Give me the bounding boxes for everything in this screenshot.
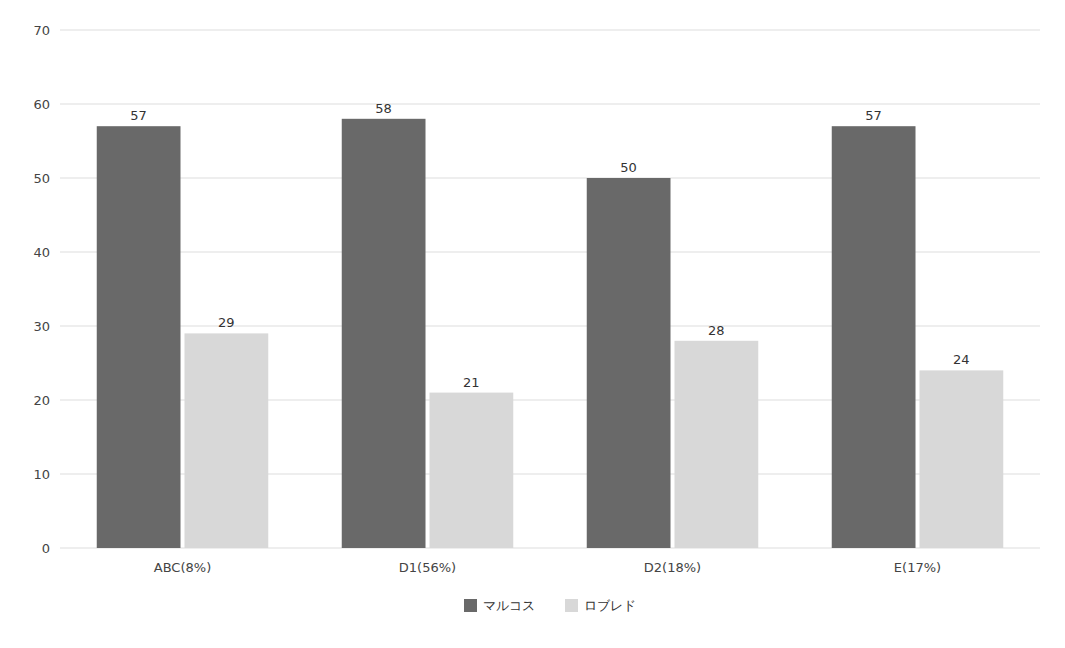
legend-item: マルコス <box>464 598 535 613</box>
bar <box>675 341 759 548</box>
x-axis: ABC(8%) D1(56%) D2(18%) E(17%) <box>154 560 941 575</box>
bars <box>97 119 1004 548</box>
y-tick-label: 10 <box>33 467 50 482</box>
y-tick-label: 40 <box>33 245 50 260</box>
legend-label: マルコス <box>483 598 535 613</box>
bar <box>430 393 514 548</box>
x-tick-label: D2(18%) <box>644 560 701 575</box>
x-tick-label: ABC(8%) <box>154 560 211 575</box>
x-tick-label: E(17%) <box>894 560 941 575</box>
data-label: 28 <box>708 323 725 338</box>
y-tick-label: 0 <box>42 541 50 556</box>
y-tick-label: 70 <box>33 23 50 38</box>
data-label: 24 <box>953 352 970 367</box>
data-label: 57 <box>130 108 147 123</box>
grid-line <box>60 104 1040 105</box>
data-label: 50 <box>620 160 637 175</box>
bar <box>587 178 671 548</box>
y-tick-label: 20 <box>33 393 50 408</box>
bar <box>97 126 181 548</box>
y-axis: 0 10 20 30 40 50 60 70 <box>33 23 1040 556</box>
data-labels: 57 58 50 57 29 21 28 24 <box>130 101 969 390</box>
y-tick-label: 50 <box>33 171 50 186</box>
grid-line <box>60 30 1040 31</box>
legend: マルコス ロブレド <box>464 598 636 613</box>
x-tick-label: D1(56%) <box>399 560 456 575</box>
data-label: 21 <box>463 375 480 390</box>
legend-swatch <box>565 599 578 612</box>
bar <box>342 119 426 548</box>
bar <box>920 370 1004 548</box>
data-label: 57 <box>865 108 882 123</box>
y-tick-label: 30 <box>33 319 50 334</box>
y-tick-label: 60 <box>33 97 50 112</box>
data-label: 29 <box>218 315 235 330</box>
chart-container: 0 10 20 30 40 50 60 70 57 58 50 57 29 21 28 24 ABC(8%) D1… <box>0 0 1065 648</box>
data-label: 58 <box>375 101 392 116</box>
legend-item: ロブレド <box>565 598 636 613</box>
chart: 0 10 20 30 40 50 60 70 57 58 50 57 29 21 28 24 ABC(8%) D1… <box>0 0 1065 648</box>
bar <box>185 333 269 548</box>
legend-label: ロブレド <box>584 598 636 613</box>
bar <box>832 126 916 548</box>
legend-swatch <box>464 599 477 612</box>
